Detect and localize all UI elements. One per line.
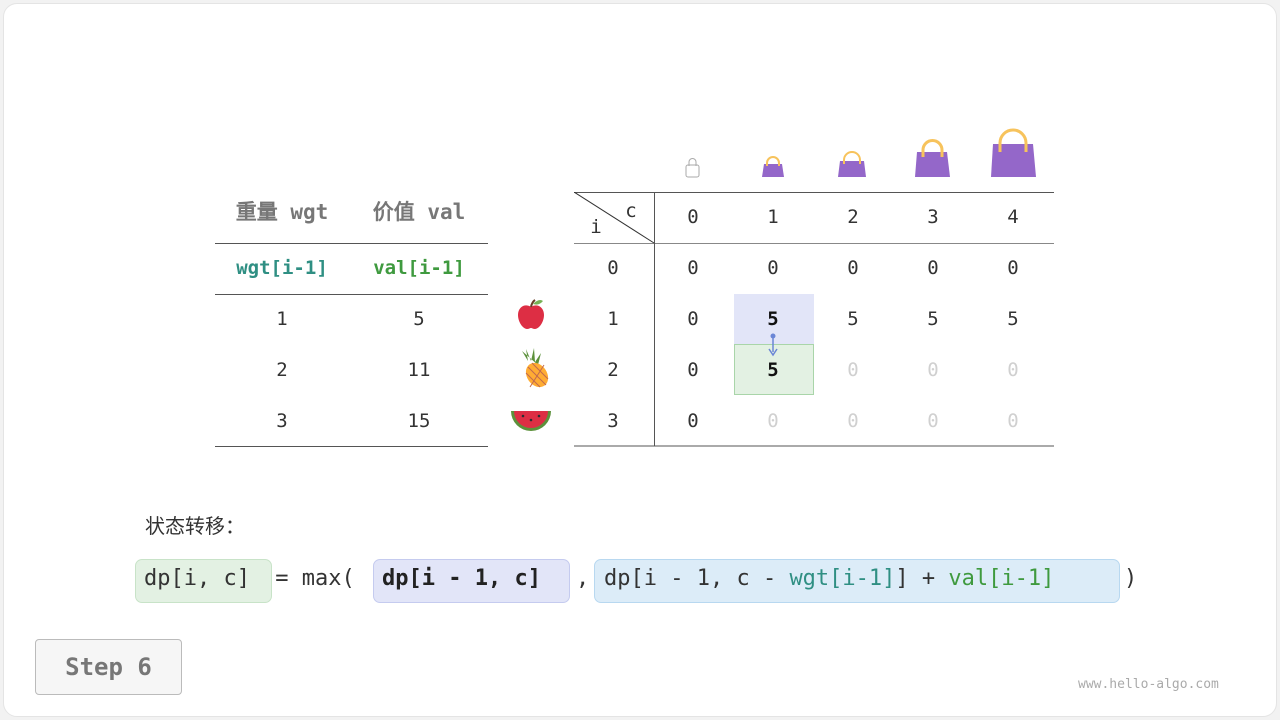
dp-grid-lines	[574, 192, 1054, 447]
arg2-wgt: wgt[i-1]	[789, 566, 896, 591]
watermark: www.hello-algo.com	[1078, 677, 1219, 692]
arg2-prefix: dp[i - 1, c -	[604, 566, 790, 591]
fruit-icons	[511, 299, 551, 431]
row-header: 1	[607, 308, 619, 330]
formula-arg1: dp[i - 1, c]	[382, 566, 541, 591]
wgt-cell: 3	[276, 410, 288, 432]
arg2-box	[594, 559, 1120, 603]
dp-cell: 0	[1007, 359, 1019, 381]
dp-cell: 5	[847, 308, 859, 330]
bag-capacity-4-icon	[991, 128, 1036, 177]
bag-capacity-2-icon	[838, 151, 866, 177]
col-header: 4	[1007, 206, 1019, 228]
formula-max: = max(	[262, 566, 355, 591]
dp-cell: 0	[687, 359, 699, 381]
col-header: 2	[847, 206, 859, 228]
subheader-wgt: wgt[i-1]	[236, 257, 328, 279]
header-value: 价值 val	[372, 200, 466, 224]
corner-c-label: c	[625, 200, 637, 222]
dp-cell: 0	[847, 257, 859, 279]
watermelon-icon	[511, 411, 551, 431]
col-header: 0	[687, 206, 699, 228]
corner-i-label: i	[590, 216, 602, 238]
formula-arg2: dp[i - 1, c - wgt[i-1]] + val[i-1]	[604, 566, 1054, 591]
dp-cell: 0	[847, 359, 859, 381]
pineapple-icon	[522, 348, 549, 388]
dp-cell: 0	[767, 410, 779, 432]
formula-label: 状态转移：	[145, 514, 245, 538]
dp-cell: 5	[927, 308, 939, 330]
dp-cell: 0	[687, 308, 699, 330]
down-arrow-icon	[768, 333, 778, 357]
dp-cell: 5	[1007, 308, 1019, 330]
arg2-val: val[i-1]	[948, 566, 1055, 591]
wgt-cell: 1	[276, 308, 288, 330]
dp-cell: 0	[927, 257, 939, 279]
dp-cell: 0	[927, 410, 939, 432]
val-cell: 15	[407, 410, 431, 432]
dp-cell: 0	[927, 359, 939, 381]
val-cell: 5	[413, 308, 425, 330]
dp-cell: 0	[687, 257, 699, 279]
dp-cell: 5	[767, 359, 779, 381]
col-header: 3	[927, 206, 939, 228]
header-weight: 重量 wgt	[235, 200, 329, 224]
bag-capacity-3-icon	[915, 139, 950, 177]
dp-cell: 0	[687, 410, 699, 432]
formula-close: )	[1124, 566, 1138, 591]
col-header: 1	[767, 206, 779, 228]
formula-comma: ,	[576, 566, 590, 591]
row-header: 0	[607, 257, 619, 279]
bag-capacity-0-icon	[685, 158, 700, 178]
dp-cell: 0	[1007, 257, 1019, 279]
lhs-box	[135, 559, 272, 603]
dp-cell: 0	[767, 257, 779, 279]
dp-cell: 0	[847, 410, 859, 432]
dp-cell: 5	[767, 308, 779, 330]
apple-icon	[518, 299, 544, 329]
bag-capacity-1-icon	[762, 156, 784, 177]
arg2-mid: ] +	[895, 566, 949, 591]
subheader-val: val[i-1]	[373, 257, 465, 279]
dp-cell: 0	[1007, 410, 1019, 432]
val-cell: 11	[407, 359, 431, 381]
step-button[interactable]: Step 6	[35, 639, 182, 695]
arg1-box	[373, 559, 570, 603]
formula-lhs: dp[i, c]	[144, 566, 250, 591]
row-header: 2	[607, 359, 619, 381]
wgt-cell: 2	[276, 359, 288, 381]
bag-icons-row	[685, 128, 1036, 178]
row-header: 3	[607, 410, 619, 432]
